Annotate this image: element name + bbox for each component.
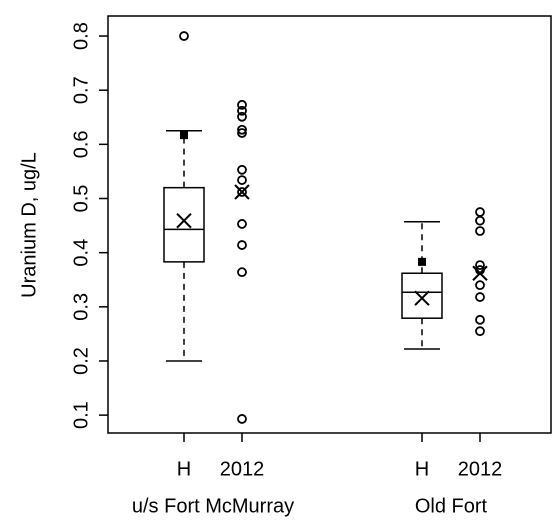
y-tick-label: 0.8: [70, 22, 92, 50]
point: [475, 260, 485, 271]
point: [237, 414, 247, 424]
point: [237, 124, 247, 135]
box: [401, 272, 443, 319]
point: [237, 175, 247, 185]
point: [237, 105, 247, 116]
point: [475, 292, 485, 302]
y-tick-label: 0.6: [70, 130, 92, 158]
point: [475, 280, 485, 291]
x-tick-label: 2012: [220, 458, 265, 480]
point: [237, 219, 247, 229]
square-marker: [418, 257, 426, 266]
point: [475, 226, 485, 236]
y-tick-label: 0.2: [70, 347, 92, 375]
points-mean-marker: [234, 184, 250, 200]
plot-frame: [107, 15, 552, 434]
point: [475, 314, 485, 325]
point: [237, 99, 247, 110]
x-tick-label: 2012: [458, 458, 503, 480]
point: [237, 128, 247, 138]
point: [475, 207, 485, 217]
y-tick-label: 0.1: [70, 401, 92, 429]
point: [475, 215, 485, 226]
point: [237, 187, 247, 197]
y-tick-label: 0.7: [70, 76, 92, 104]
square-marker: [180, 131, 188, 140]
y-tick-label: 0.3: [70, 293, 92, 321]
y-tick-label: 0.5: [70, 185, 92, 213]
mean-marker: [414, 290, 430, 306]
point: [237, 164, 247, 175]
point: [237, 267, 247, 278]
x-tick-label: H: [415, 458, 429, 480]
group-label: u/s Fort McMurray: [132, 495, 294, 517]
point: [475, 326, 485, 337]
points-mean-marker: [472, 265, 488, 281]
point: [179, 31, 189, 41]
group-label: Old Fort: [415, 495, 488, 517]
point: [237, 240, 247, 250]
x-tick-label: H: [177, 458, 191, 480]
box: [163, 186, 205, 263]
y-tick-label: 0.4: [70, 239, 92, 267]
point: [237, 111, 247, 122]
mean-marker: [176, 213, 192, 229]
y-axis-label: Uranium D, ug/L: [18, 152, 40, 298]
